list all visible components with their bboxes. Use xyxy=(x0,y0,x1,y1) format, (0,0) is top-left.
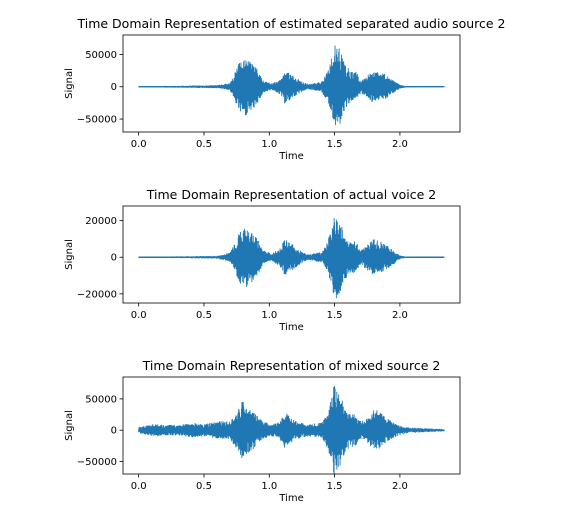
x-tick-label: 0.5 xyxy=(196,481,212,492)
x-tick-label: 1.0 xyxy=(261,310,277,321)
y-tick-label: −20000 xyxy=(77,289,117,300)
y-axis-label: Signal xyxy=(64,68,75,99)
axes-frame xyxy=(122,205,461,304)
x-tick-label: 1.5 xyxy=(327,481,343,492)
y-tick-label: 50000 xyxy=(85,394,117,405)
x-axis-label: Time xyxy=(278,322,303,333)
x-tick-label: 1.0 xyxy=(261,139,277,150)
x-tick-label: 1.5 xyxy=(327,139,343,150)
x-tick-label: 1.0 xyxy=(261,481,277,492)
waveform-line xyxy=(138,45,445,126)
y-tick-label: 0 xyxy=(111,426,117,437)
subplot-actual-voice: 0.0 0.5 1.0 1.5 2.0 −20000 0 20000 Time Domain R… xyxy=(64,187,461,333)
y-tick-label: 0 xyxy=(111,82,117,93)
x-tick-label: 0.0 xyxy=(131,310,147,321)
y-tick-label: 0 xyxy=(111,253,117,264)
waveform-line xyxy=(138,218,445,299)
x-tick-label: 2.0 xyxy=(392,481,408,492)
x-tick-label: 0.5 xyxy=(196,139,212,150)
y-axis-label: Signal xyxy=(64,239,75,270)
chart-title: Time Domain Representation of estimated … xyxy=(76,16,505,31)
axes-frame xyxy=(122,376,461,475)
x-tick-label: 0.0 xyxy=(131,481,147,492)
x-axis-label: Time xyxy=(278,493,303,504)
subplot-estimated-source: 0.0 0.5 1.0 1.5 2.0 −50000 0 50000 Time Domain R… xyxy=(64,16,506,162)
y-axis-label: Signal xyxy=(64,410,75,441)
chart-title: Time Domain Representation of mixed sour… xyxy=(142,358,441,373)
axes-frame xyxy=(122,34,461,133)
x-tick-label: 0.5 xyxy=(196,310,212,321)
x-tick-label: 0.0 xyxy=(131,139,147,150)
x-axis-label: Time xyxy=(278,151,303,162)
y-tick-label: −50000 xyxy=(77,115,117,126)
x-tick-label: 1.5 xyxy=(327,310,343,321)
x-tick-label: 2.0 xyxy=(392,139,408,150)
x-tick-label: 2.0 xyxy=(392,310,408,321)
y-tick-label: 50000 xyxy=(85,50,117,61)
y-tick-label: −50000 xyxy=(77,457,117,468)
subplot-mixed-source: 0.0 0.5 1.0 1.5 2.0 −50000 0 50000 Time Domain R… xyxy=(64,358,461,504)
y-tick-label: 20000 xyxy=(85,216,117,227)
chart-title: Time Domain Representation of actual voi… xyxy=(146,187,436,202)
